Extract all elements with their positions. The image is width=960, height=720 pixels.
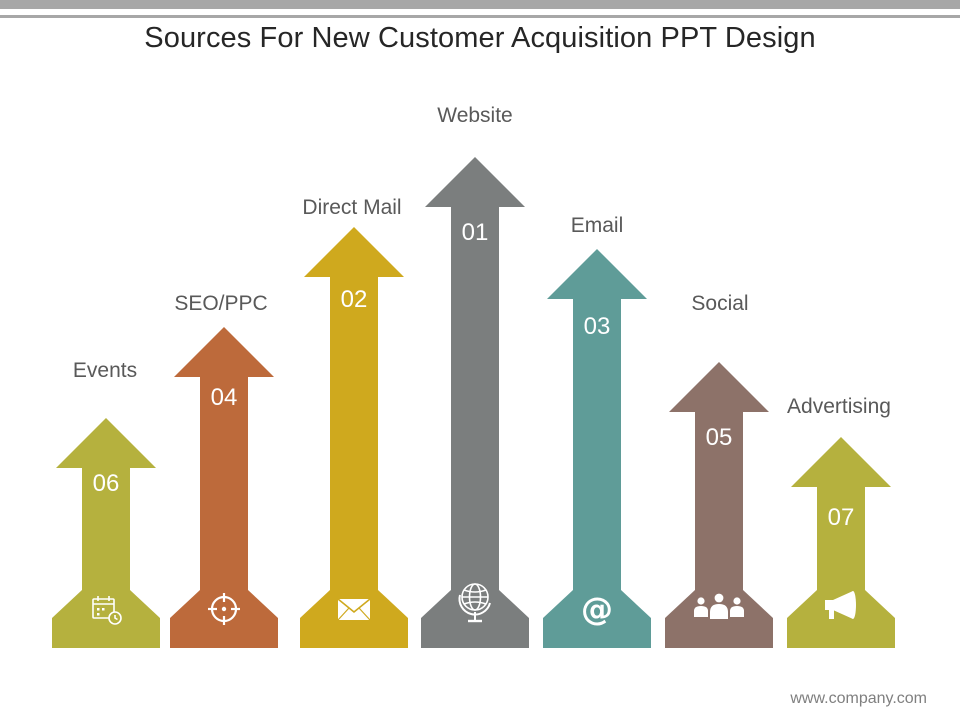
footer-url: www.company.com <box>790 690 927 707</box>
arrow-number: 02 <box>341 286 368 313</box>
arrow-advertising: 07 <box>787 437 895 648</box>
arrow-label-email: Email <box>570 214 624 237</box>
arrow-shape <box>543 249 651 648</box>
arrow-shape <box>52 418 160 648</box>
arrow-label-direct-mail: Direct Mail <box>302 196 402 219</box>
arrow-number: 03 <box>584 313 611 340</box>
arrow-number: 05 <box>706 424 733 451</box>
arrow-shape <box>300 227 408 648</box>
envelope-icon <box>337 598 371 621</box>
slide-title: Sources For New Customer Acquisition PPT… <box>144 22 816 54</box>
people-icon <box>694 593 744 619</box>
arrow-label-seo-ppc: SEO/PPC <box>174 292 268 315</box>
calendar-clock-icon <box>92 596 122 625</box>
top-divider-thick <box>0 0 960 9</box>
arrow-shape <box>665 362 773 648</box>
arrow-label-advertising: Advertising <box>787 395 891 418</box>
arrow-label-social: Social <box>691 292 749 315</box>
top-divider-thin <box>0 15 960 18</box>
arrow-shape <box>787 437 895 648</box>
arrow-number: 04 <box>211 384 238 411</box>
arrow-label-website: Website <box>437 104 513 127</box>
arrow-seo-ppc: 04 <box>170 327 278 648</box>
arrow-direct-mail: 02 <box>300 227 408 648</box>
arrow-label-events: Events <box>72 359 138 382</box>
globe-icon <box>458 583 491 623</box>
arrow-email: 03 @ <box>543 249 651 648</box>
arrow-number: 07 <box>828 504 855 531</box>
arrow-number: 06 <box>93 470 120 497</box>
at-sign-icon: @ <box>581 590 613 628</box>
arrow-events: 06 <box>52 418 160 648</box>
crosshair-icon <box>208 593 240 625</box>
arrow-website: 01 <box>421 157 529 648</box>
arrow-number: 01 <box>462 219 489 246</box>
megaphone-icon <box>825 591 856 619</box>
arrow-shape <box>421 157 529 648</box>
arrow-social: 05 <box>665 362 773 648</box>
arrow-shape <box>170 327 278 648</box>
